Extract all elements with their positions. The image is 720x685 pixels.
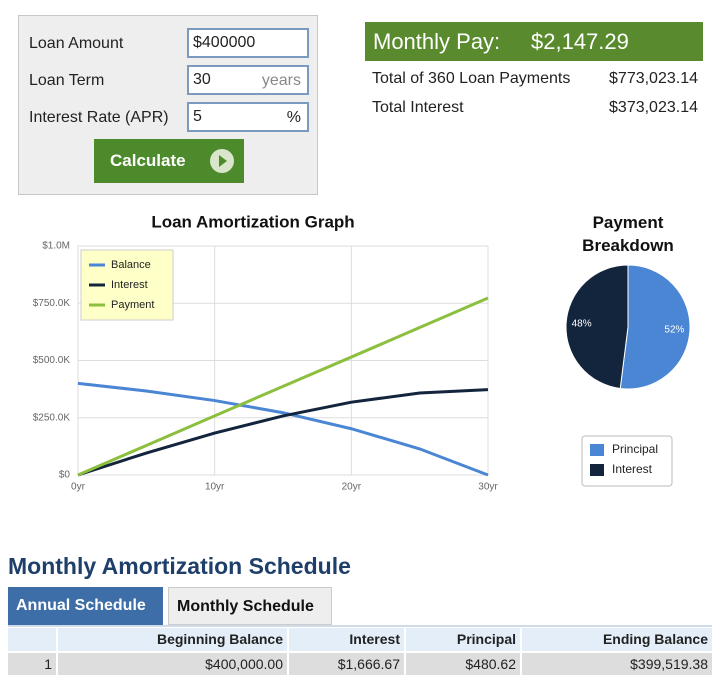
legend-swatch xyxy=(590,444,604,456)
field-label: Loan Term xyxy=(29,72,105,89)
field-label: Interest Rate (APR) xyxy=(29,109,169,126)
summary-label: Total of 360 Loan Payments xyxy=(372,70,571,87)
summary-value: $773,023.14 xyxy=(609,70,698,87)
input-value: 5 xyxy=(193,108,202,125)
legend-label: Interest xyxy=(612,462,653,476)
input-unit: % xyxy=(286,109,301,126)
button-icon xyxy=(210,149,234,173)
cell: $480.62 xyxy=(406,653,520,675)
y-tick-label: $250.0K xyxy=(33,412,71,423)
summary-label: Total Interest xyxy=(372,99,464,116)
header-cell: Ending Balance xyxy=(522,628,712,651)
legend-label: Interest xyxy=(111,279,148,291)
tab-rule xyxy=(8,625,712,627)
cell: 1 xyxy=(8,653,56,675)
monthly-label: Monthly Pay: xyxy=(373,29,501,54)
header-cell: Beginning Balance xyxy=(58,628,287,651)
charts: Loan Amortization Graph $0 $250.0K $500.0K $… xyxy=(33,212,691,493)
calculate-button[interactable]: Calculate xyxy=(94,139,244,183)
header-cell xyxy=(8,628,56,651)
header-cell: Principal xyxy=(406,628,520,651)
loan-form: Loan Amount $400000 Loan Term 30 years In… xyxy=(18,15,318,195)
schedule-title: Monthly Amortization Schedule xyxy=(8,553,351,579)
input-unit: years xyxy=(261,72,301,89)
input-value: $400000 xyxy=(193,34,256,51)
x-tick-label: 20yr xyxy=(342,482,362,493)
x-tick-label: 30yr xyxy=(478,482,498,493)
monthly-pay: Monthly Pay: $2,147.29 xyxy=(365,22,703,61)
summary-value: $373,023.14 xyxy=(609,99,698,116)
tab[interactable]: Annual Schedule xyxy=(8,587,163,625)
pie-slice xyxy=(565,264,629,390)
legend-label: Payment xyxy=(111,299,154,311)
series-line xyxy=(77,381,489,477)
input[interactable]: 5% xyxy=(187,102,309,132)
legend-label: Principal xyxy=(612,442,658,456)
legend-swatch xyxy=(590,464,604,476)
series-line xyxy=(77,388,489,477)
button-label: Calculate xyxy=(110,151,186,170)
y-tick-label: $500.0K xyxy=(33,355,71,366)
y-tick-label: $0 xyxy=(59,470,71,481)
legend-label: Balance xyxy=(111,259,151,271)
series-line xyxy=(77,296,489,477)
cell: $399,519.38 xyxy=(522,653,712,675)
header-cell: Interest xyxy=(289,628,404,651)
chart-title: Loan Amortization Graph xyxy=(151,212,354,231)
cell: $400,000.00 xyxy=(58,653,287,675)
tab[interactable]: Monthly Schedule xyxy=(168,587,332,625)
pie-slice xyxy=(619,264,691,390)
cell: $1,666.67 xyxy=(289,653,404,675)
input-value: 30 xyxy=(193,71,211,88)
field-label: Loan Amount xyxy=(29,35,124,52)
monthly-value: $2,147.29 xyxy=(531,29,629,54)
y-tick-label: $1.0M xyxy=(42,241,70,252)
input[interactable]: $400000 xyxy=(187,28,309,58)
legend xyxy=(581,435,673,487)
slice-label: 48% xyxy=(572,319,592,330)
input[interactable]: 30 years xyxy=(187,65,309,95)
x-tick-label: 0yr xyxy=(71,482,86,493)
pie-title: Payment Breakdown xyxy=(582,213,674,255)
y-tick-label: $750.0K xyxy=(33,298,71,309)
x-tick-label: 10yr xyxy=(205,482,225,493)
slice-label: 52% xyxy=(664,325,684,336)
